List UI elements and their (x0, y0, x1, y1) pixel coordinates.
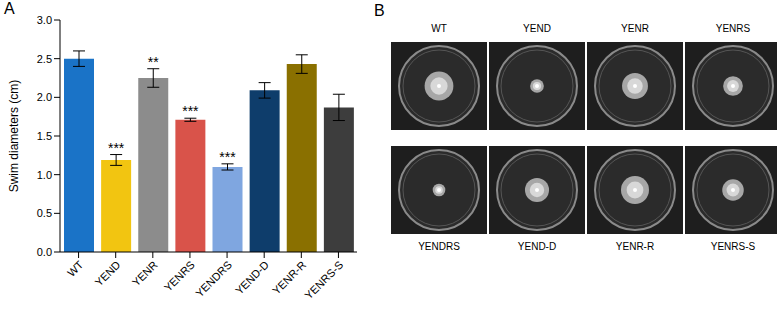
svg-text:YENRS-S: YENRS-S (302, 258, 345, 301)
html-text:A: A (4, 0, 15, 17)
svg-text:YEND-D: YEND-D (233, 258, 271, 296)
svg-text:YENR-R: YENR-R (270, 258, 308, 296)
svg-text:YENRS: YENRS (162, 258, 197, 293)
svg-text:YEND-D: YEND-D (518, 241, 556, 252)
svg-text:2.0: 2.0 (37, 91, 52, 103)
svg-text:1.0: 1.0 (37, 169, 52, 181)
svg-text:0.5: 0.5 (37, 207, 52, 219)
svg-text:YENDRS: YENDRS (193, 258, 234, 299)
svg-text:WT: WT (65, 258, 86, 279)
svg-text:WT: WT (431, 23, 447, 34)
svg-text:**: ** (148, 54, 159, 70)
svg-text:YEND: YEND (93, 258, 123, 288)
svg-text:YENRS: YENRS (716, 23, 751, 34)
svg-text:3.0: 3.0 (37, 14, 52, 26)
svg-text:1.5: 1.5 (37, 130, 52, 142)
svg-text:YEND: YEND (523, 23, 551, 34)
svg-text:***: *** (219, 149, 236, 165)
svg-text:***: *** (108, 140, 125, 156)
svg-text:YENR-R: YENR-R (616, 241, 654, 252)
svg-text:Swim diameters (cm): Swim diameters (cm) (7, 80, 21, 193)
svg-text:***: *** (182, 103, 199, 119)
svg-text:2.5: 2.5 (37, 53, 52, 65)
svg-text:YENR: YENR (130, 258, 160, 288)
svg-text:YENDRS: YENDRS (418, 241, 460, 252)
svg-text:B: B (374, 2, 385, 19)
svg-text:0.0: 0.0 (37, 246, 52, 258)
svg-text:YENRS-S: YENRS-S (711, 241, 756, 252)
svg-text:YENR: YENR (621, 23, 649, 34)
